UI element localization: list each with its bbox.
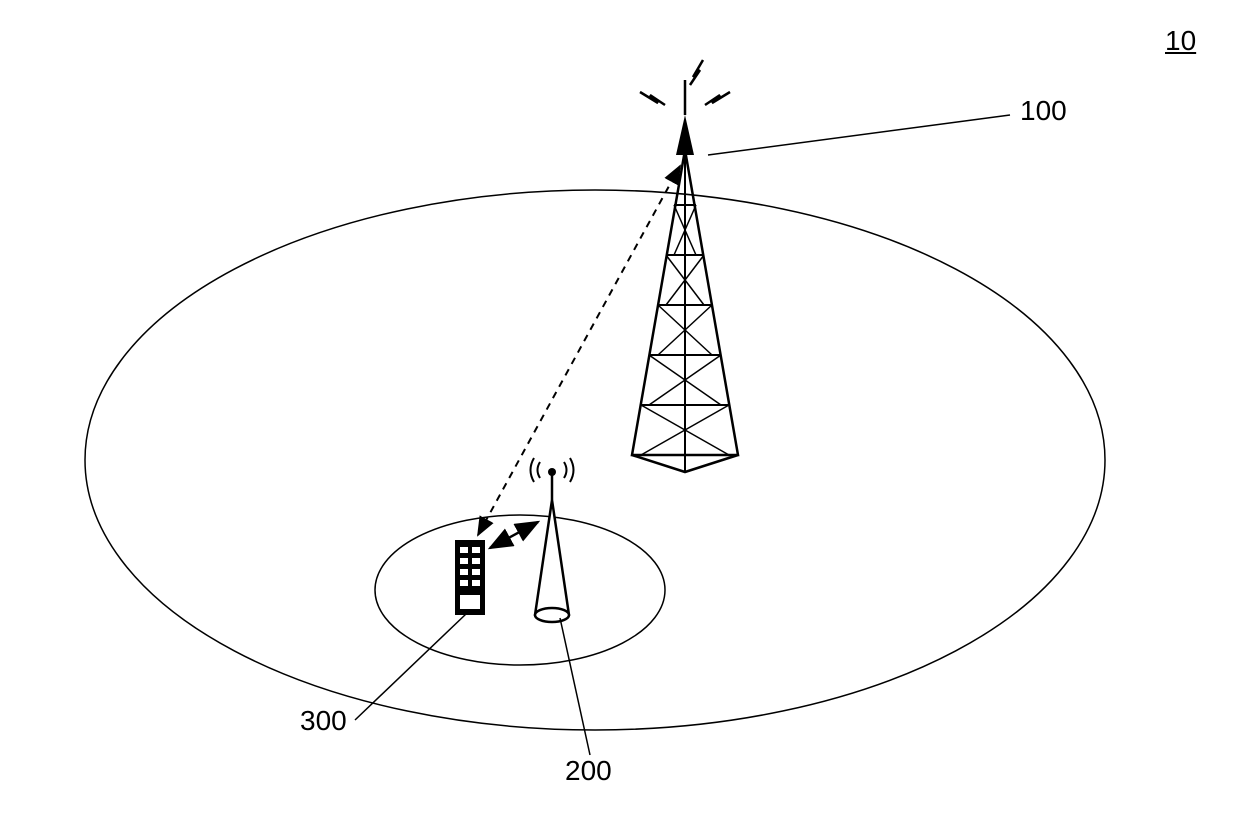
small-cell-coverage bbox=[375, 515, 665, 665]
label-100: 100 bbox=[1020, 95, 1067, 127]
macro-tower bbox=[632, 60, 738, 472]
leader-line-100 bbox=[708, 115, 1010, 155]
label-200: 200 bbox=[565, 755, 612, 787]
small-cell-node bbox=[531, 458, 574, 622]
leader-line-300 bbox=[355, 614, 466, 720]
label-300: 300 bbox=[300, 705, 347, 737]
diagram-container: 10 100 200 300 bbox=[0, 0, 1240, 815]
macro-cell-coverage bbox=[85, 190, 1105, 730]
figure-number-label: 10 bbox=[1165, 25, 1196, 57]
leader-line-200 bbox=[560, 618, 590, 755]
link-device-to-small bbox=[490, 522, 538, 548]
user-device bbox=[455, 540, 485, 615]
